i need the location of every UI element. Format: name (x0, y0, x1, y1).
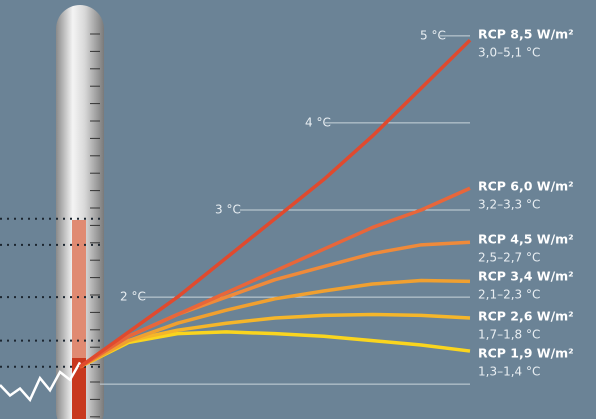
series-line (79, 330, 471, 369)
legend-name: RCP 4,5 W/m² (478, 232, 574, 247)
thermometer-ticks (90, 33, 100, 418)
y-tick-label: 3 °C (215, 203, 241, 217)
legend-range: 2,1–2,3 °C (478, 288, 540, 302)
y-tick-label: 2 °C (120, 290, 146, 304)
y-tick-label: 5 °C (420, 28, 446, 42)
legend-name: RCP 6,0 W/m² (478, 179, 574, 194)
legend-range: 1,3–1,4 °C (478, 365, 540, 379)
series-line (79, 240, 471, 369)
legend-range: 1,7–1,8 °C (478, 328, 540, 342)
thermometer (56, 5, 104, 419)
legend-range: 3,2–3,3 °C (478, 198, 540, 212)
legend-range: 3,0–5,1 °C (478, 46, 540, 60)
series-line (79, 312, 471, 369)
series-line (79, 278, 471, 369)
y-tick-label: 4 °C (305, 115, 331, 129)
legend-name: RCP 8,5 W/m² (478, 27, 574, 42)
legend-name: RCP 2,6 W/m² (478, 309, 574, 324)
legend-name: RCP 1,9 W/m² (478, 346, 574, 361)
observed-line (0, 361, 82, 403)
series-line (79, 186, 471, 369)
legend-range: 2,5–2,7 °C (478, 251, 540, 265)
series-line (78, 38, 472, 369)
legend-name: RCP 3,4 W/m² (478, 269, 574, 284)
